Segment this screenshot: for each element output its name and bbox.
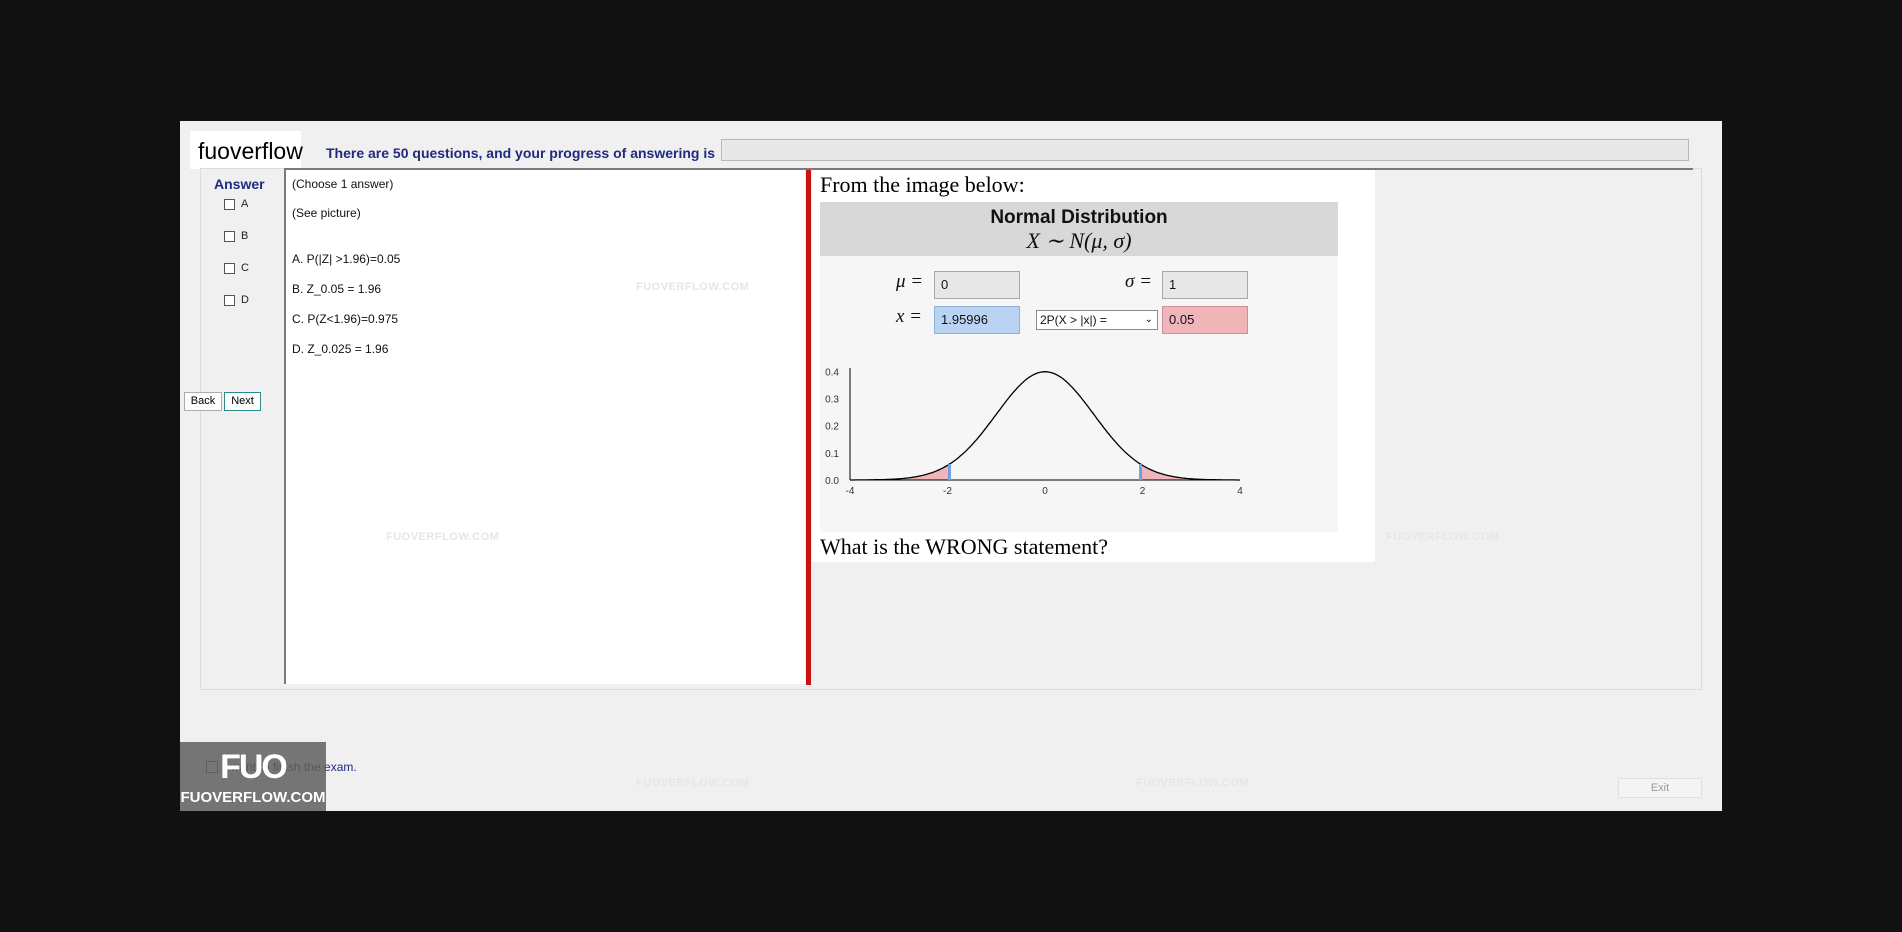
- prompt-text: What is the WRONG statement?: [820, 534, 1108, 559]
- sigma-label: σ =: [1125, 271, 1152, 292]
- instruction-text: (Choose 1 answer): [292, 177, 394, 191]
- logo-mark: FUO: [220, 748, 288, 786]
- watermark-text: FUOVERFLOW.COM: [636, 281, 750, 293]
- widget-title: Normal Distribution: [990, 207, 1168, 228]
- question-content: From the image below: Normal Distributio…: [812, 170, 1375, 562]
- intro-text: From the image below:: [820, 172, 1025, 197]
- x-tick-label: 2: [1140, 486, 1146, 497]
- density-curve: [850, 371, 1240, 481]
- normal-distribution-widget: Normal Distribution X ∼ N(μ, σ) μ = 0 σ …: [820, 202, 1338, 532]
- option-d-label: D: [241, 294, 249, 306]
- widget-formula: X ∼ N(μ, σ): [1026, 228, 1132, 253]
- option-a[interactable]: A: [224, 198, 248, 210]
- option-c-checkbox[interactable]: [224, 262, 235, 274]
- x-tick-label: 0: [1042, 486, 1048, 497]
- option-d-checkbox[interactable]: [224, 294, 235, 306]
- mu-input[interactable]: 0: [934, 271, 1020, 299]
- back-button[interactable]: Back: [184, 392, 222, 411]
- watermark-text: FUOVERFLOW.COM: [1136, 777, 1250, 789]
- panel-splitter[interactable]: [806, 170, 811, 685]
- y-tick-label: 0.4: [825, 367, 839, 378]
- x-tick-label: -2: [943, 486, 952, 497]
- y-tick-label: 0.2: [825, 422, 839, 433]
- logo-text: FUOVERFLOW.COM: [180, 789, 326, 806]
- exam-window: fuoverflow There are 50 questions, and y…: [180, 121, 1722, 811]
- option-b-label: B: [241, 230, 249, 242]
- choice-d: D. Z_0.025 = 1.96: [292, 342, 389, 356]
- answer-title: Answer: [214, 176, 265, 192]
- left-tail-area: [850, 464, 950, 480]
- y-tick-label: 0.1: [825, 449, 839, 460]
- x-tick-label: 4: [1237, 486, 1243, 497]
- x-input[interactable]: 1.95996: [934, 306, 1020, 334]
- probability-result: 0.05: [1162, 306, 1248, 334]
- watermark-text: FUOVERFLOW.COM: [1386, 531, 1500, 543]
- y-tick-label: 0.3: [825, 395, 839, 406]
- watermark-text: FUOVERFLOW.COM: [386, 531, 500, 543]
- option-b[interactable]: B: [224, 230, 248, 242]
- progress-bar: [721, 139, 1689, 161]
- option-c[interactable]: C: [224, 262, 249, 274]
- chevron-down-icon: ⌄: [1144, 314, 1153, 325]
- see-picture-text: (See picture): [292, 206, 361, 220]
- choice-a: A. P(|Z| >1.96)=0.05: [292, 252, 401, 266]
- option-d[interactable]: D: [224, 294, 249, 306]
- choice-c: C. P(Z<1.96)=0.975: [292, 312, 399, 326]
- probability-mode-select[interactable]: 2P(X > |x|) = ⌄: [1036, 310, 1158, 330]
- progress-label: There are 50 questions, and your progres…: [326, 145, 715, 161]
- x-label: x =: [896, 306, 923, 327]
- option-b-checkbox[interactable]: [224, 230, 235, 242]
- option-a-checkbox[interactable]: [224, 198, 235, 210]
- right-tail-area: [1140, 464, 1240, 480]
- option-a-label: A: [241, 198, 249, 210]
- next-button[interactable]: Next: [224, 392, 261, 411]
- y-tick-label: 0.0: [825, 476, 839, 487]
- option-c-label: C: [241, 262, 249, 274]
- probability-mode-value: 2P(X > |x|) =: [1040, 313, 1107, 327]
- brand-name: fuoverflow: [198, 138, 303, 164]
- choice-b: B. Z_0.05 = 1.96: [292, 282, 382, 296]
- fuoverflow-watermark-logo: FUO FUOVERFLOW.COM: [180, 742, 326, 811]
- exit-button[interactable]: Exit: [1618, 778, 1702, 798]
- frame-divider: [284, 168, 1693, 170]
- sigma-input[interactable]: 1: [1162, 271, 1248, 299]
- widget-header: Normal Distribution X ∼ N(μ, σ): [820, 202, 1338, 256]
- watermark-text: FUOVERFLOW.COM: [636, 777, 750, 789]
- question-panel: (Choose 1 answer) (See picture) A. P(|Z|…: [284, 170, 805, 684]
- x-tick-label: -4: [846, 486, 855, 497]
- mu-label: μ =: [896, 271, 924, 292]
- density-plot: 0.0 0.1 0.2 0.3 0.4 -4 -2 0 2 4: [825, 367, 1243, 497]
- brand-logo: fuoverflow: [190, 131, 303, 169]
